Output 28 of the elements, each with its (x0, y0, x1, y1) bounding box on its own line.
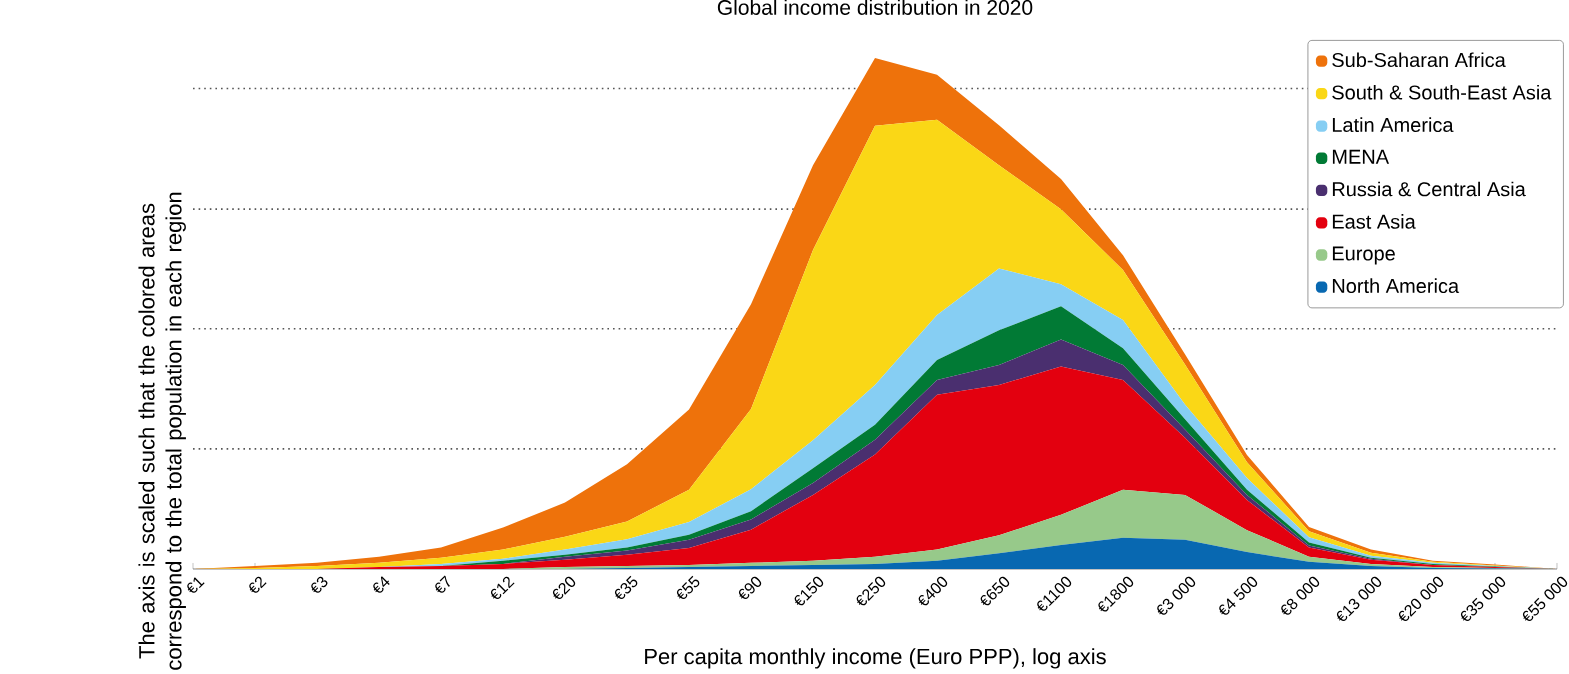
legend-label: Sub-Saharan Africa (1332, 52, 1506, 68)
x-tick-label: €13 000 (1336, 576, 1382, 622)
x-tick-label: €90 (738, 576, 762, 600)
x-tick-label: €55 (676, 575, 700, 600)
x-tick-label: €35 000 (1460, 576, 1506, 622)
x-axis-title: Per capita monthly income (Euro PPP), log axis (645, 648, 1106, 669)
x-tick-label: €4 (373, 576, 390, 593)
x-tick-label: €20 000 (1398, 576, 1444, 622)
legend-label: Europe (1332, 246, 1395, 265)
legend-label: North America (1332, 278, 1460, 294)
legend-label: Russia & Central Asia (1332, 181, 1526, 197)
x-tick-label: €4 500 (1219, 576, 1258, 615)
legend-label: South & South-East Asia (1332, 84, 1552, 100)
legend-label: East Asia (1332, 214, 1416, 229)
x-tick-label: €35 (614, 575, 638, 600)
x-tick-label: €3 (311, 576, 328, 593)
x-tick-label: €7 (435, 575, 450, 593)
x-tick-label: €2 (249, 576, 267, 593)
x-tick-label: €1 (187, 577, 205, 593)
x-tick-label: €55 000 (1522, 576, 1568, 622)
x-tick-label: €20 (552, 576, 576, 600)
x-tick-label: €3 000 (1157, 576, 1196, 615)
legend-label: Latin America (1332, 117, 1454, 133)
y-axis-title: The axis is scaled such that the colored areas correspond to the total population in each region (138, 192, 186, 670)
x-tick-label: €12 (490, 576, 515, 600)
legend-label: MENA (1332, 149, 1390, 164)
chart-title: Global income distribution in 2020 (717, 0, 1033, 15)
x-tick-label: €8 000 (1281, 576, 1320, 615)
